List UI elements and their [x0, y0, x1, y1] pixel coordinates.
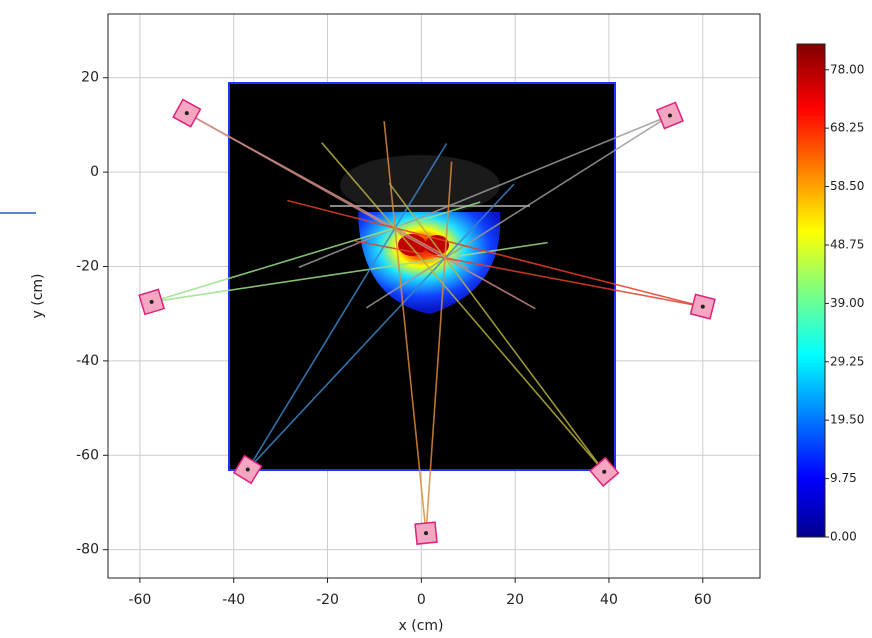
x-tick-label: 40: [600, 592, 618, 608]
x-tick-label: 60: [694, 592, 712, 608]
x-axis-label: x (cm): [399, 618, 444, 634]
x-tick-label: -60: [128, 592, 151, 608]
x-tick-label: -20: [316, 592, 339, 608]
source-center: [150, 300, 154, 304]
y-tick-label: -80: [76, 542, 99, 558]
chart: x (cm) y (cm) -60 -40 -20 0 20 40 60 -80 -60 -40 -…: [0, 0, 872, 638]
colorbar-tick-label: 68.25: [830, 121, 864, 135]
y-tick-label: -20: [76, 259, 99, 275]
y-tick-label: 20: [81, 70, 99, 86]
x-tick-label: -40: [222, 592, 245, 608]
colorbar-tick-label: 48.75: [830, 237, 864, 251]
y-axis-label: y (cm): [30, 274, 46, 319]
colorbar: [797, 44, 825, 537]
x-tick-label: 0: [417, 592, 426, 608]
colorbar-tick-label: 78.00: [830, 62, 864, 76]
colorbar-tick-label: 19.50: [830, 413, 864, 427]
source-center: [424, 531, 428, 535]
source-center: [668, 113, 672, 117]
colorbar-tick-label: 29.25: [830, 354, 864, 368]
y-tick-label: -60: [76, 447, 99, 463]
colorbar-tick-label: 9.75: [830, 471, 857, 485]
x-tick-label: 20: [506, 592, 524, 608]
colorbar-tick-label: 58.50: [830, 179, 864, 193]
y-tick-label: -40: [76, 353, 99, 369]
source-center: [185, 111, 189, 115]
source-center: [602, 470, 606, 474]
colorbar-tick-label: 39.00: [830, 296, 864, 310]
y-tick-label: 0: [90, 164, 99, 180]
source-center: [246, 467, 250, 471]
source-center: [701, 305, 705, 309]
colorbar-tick-label: 0.00: [830, 530, 857, 544]
